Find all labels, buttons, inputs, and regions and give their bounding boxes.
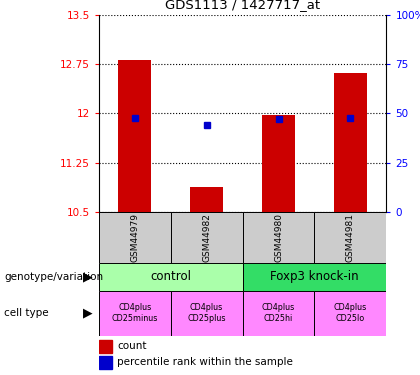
Text: CD4plus
CD25minus: CD4plus CD25minus — [111, 303, 158, 323]
Bar — [99, 262, 243, 291]
Text: genotype/variation: genotype/variation — [4, 272, 103, 282]
Text: cell type: cell type — [4, 308, 49, 318]
Bar — [243, 291, 315, 336]
Bar — [243, 262, 386, 291]
Text: ▶: ▶ — [84, 307, 93, 320]
Text: control: control — [150, 270, 191, 283]
Text: CD4plus
CD25plus: CD4plus CD25plus — [187, 303, 226, 323]
Text: percentile rank within the sample: percentile rank within the sample — [118, 357, 293, 368]
Title: GDS1113 / 1427717_at: GDS1113 / 1427717_at — [165, 0, 320, 11]
Bar — [315, 212, 386, 262]
Bar — [99, 212, 171, 262]
Bar — [171, 291, 243, 336]
Text: CD4plus
CD25lo: CD4plus CD25lo — [334, 303, 367, 323]
Text: CD4plus
CD25hi: CD4plus CD25hi — [262, 303, 295, 323]
Bar — [262, 116, 295, 212]
Text: count: count — [118, 341, 147, 351]
Text: Foxp3 knock-in: Foxp3 knock-in — [270, 270, 359, 283]
Text: ▶: ▶ — [84, 270, 93, 283]
Bar — [99, 340, 112, 352]
Bar — [315, 291, 386, 336]
Bar — [171, 212, 243, 262]
Text: GSM44981: GSM44981 — [346, 213, 355, 262]
Bar — [190, 187, 223, 212]
Bar — [118, 60, 151, 212]
Bar — [334, 73, 367, 212]
Bar — [243, 212, 315, 262]
Bar — [99, 291, 171, 336]
Bar — [99, 356, 112, 369]
Text: GSM44979: GSM44979 — [130, 213, 139, 262]
Text: GSM44982: GSM44982 — [202, 213, 211, 262]
Text: GSM44980: GSM44980 — [274, 213, 283, 262]
